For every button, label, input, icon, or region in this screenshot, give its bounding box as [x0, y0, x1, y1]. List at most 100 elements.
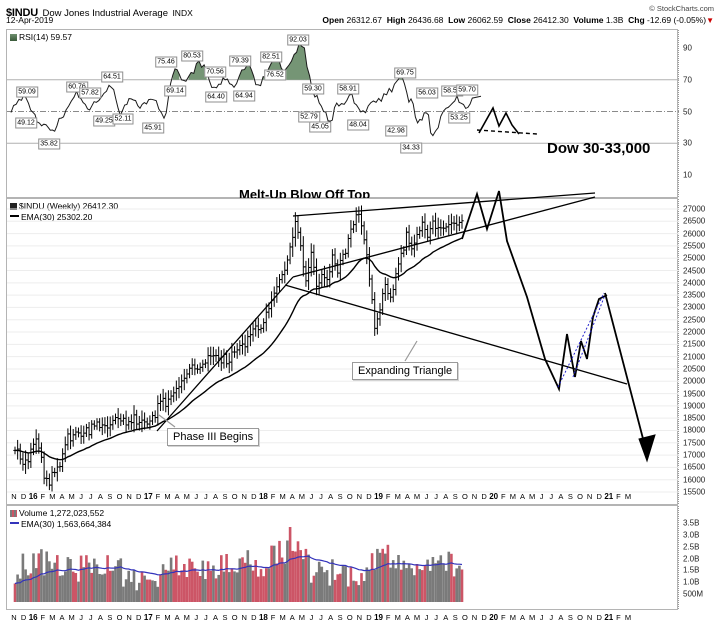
- date-axis-month: M: [528, 613, 536, 622]
- price-panel: $INDU (Weekly) 26412.30 EMA(30) 25302.20…: [6, 190, 705, 505]
- date-axis-month: J: [309, 613, 314, 622]
- date-axis-year: 17: [143, 613, 153, 622]
- date-axis-month: D: [20, 613, 27, 622]
- date-axis-month: A: [519, 613, 525, 622]
- axis-tick: 500M: [683, 589, 704, 599]
- axis-tick: 24500: [683, 266, 706, 276]
- date-axis-month: A: [404, 613, 410, 622]
- axis-tick: 16000: [683, 475, 706, 485]
- axis-tick: 18500: [683, 413, 706, 423]
- date-axis-month: N: [11, 492, 17, 501]
- date-axis-year: 19: [374, 613, 384, 622]
- date-axis-month: N: [11, 613, 17, 622]
- date-axis-month: J: [539, 613, 544, 622]
- date-axis-month: A: [558, 492, 564, 501]
- rsi-plot: [7, 42, 679, 144]
- date-axis-month: M: [624, 492, 632, 501]
- rsi-value-label: 64.51: [101, 71, 123, 83]
- callout-phase-iii: Phase III Begins: [167, 428, 260, 446]
- rsi-value-label: 58.91: [337, 83, 359, 95]
- axis-tick: 10: [683, 170, 692, 180]
- callout-expanding-triangle: Expanding Triangle: [352, 362, 459, 380]
- date-axis-month: O: [346, 613, 353, 622]
- volume-ema-line-icon: [10, 522, 19, 524]
- volume-swatch-icon: [10, 510, 17, 517]
- quote-bar: Open 26312.67 High 26436.68 Low 26062.59…: [322, 15, 714, 25]
- date-axis-month: O: [231, 613, 238, 622]
- rsi-legend: RSI(14) 59.57: [10, 32, 72, 43]
- date-axis-volume: N D 16 F M A M J J A S O N D 17 F M A M J J A S O N D 18 F M A M J J A S O N…: [6, 613, 678, 625]
- low-label: Low: [448, 15, 466, 25]
- date-axis-month: N: [241, 492, 247, 501]
- date-axis-month: J: [194, 613, 199, 622]
- date-axis-month: S: [567, 492, 573, 501]
- date-axis-month: S: [107, 492, 113, 501]
- rsi-value-label: 59.30: [302, 83, 324, 95]
- rsi-value-label: 42.98: [385, 125, 407, 137]
- date-axis-month: N: [241, 613, 247, 622]
- price-legend: $INDU (Weekly) 26412.30 EMA(30) 25302.20: [10, 201, 118, 223]
- date-axis-year: 21: [604, 492, 614, 501]
- date-axis-month: O: [461, 492, 468, 501]
- date-axis-month: J: [194, 492, 199, 501]
- volume-title: Volume 1,272,023,552: [19, 508, 105, 518]
- rsi-value-label: 70.56: [204, 66, 226, 78]
- rsi-value-label: 60.76: [66, 81, 88, 93]
- axis-tick: 17500: [683, 438, 706, 448]
- date-axis-month: A: [212, 613, 218, 622]
- date-axis-month: A: [59, 492, 65, 501]
- date-axis-month: A: [289, 613, 295, 622]
- date-axis-month: D: [596, 492, 602, 501]
- date-axis-price: N D 16 F M A M J J A S O N D 17 F M A M J J A S O N D 18 F M A M J J A S O N…: [6, 492, 678, 504]
- date-axis-month: A: [519, 492, 525, 501]
- rsi-value-label: 49.12: [15, 117, 37, 129]
- rsi-swatch-icon: [10, 34, 17, 41]
- rsi-value-label: 34.33: [400, 142, 422, 154]
- date-axis-month: J: [539, 492, 544, 501]
- date-axis-month: M: [298, 492, 305, 501]
- date-axis-month: M: [394, 492, 401, 501]
- date-axis-month: J: [434, 492, 438, 501]
- date-axis-month: O: [231, 492, 238, 501]
- rsi-value-label: 80.53: [181, 50, 203, 62]
- date-axis-month: S: [222, 613, 228, 622]
- date-axis-month: A: [443, 613, 449, 622]
- date-axis-month: D: [136, 492, 142, 501]
- rsi-value-label: 48.04: [347, 119, 369, 131]
- date-axis-month: M: [624, 613, 632, 622]
- axis-tick: 21500: [683, 339, 706, 349]
- axis-tick: 26500: [683, 216, 706, 226]
- date-axis-month: A: [443, 492, 449, 501]
- date-axis-month: F: [40, 492, 46, 501]
- date-axis-month: D: [481, 492, 487, 501]
- date-axis-month: F: [270, 492, 276, 501]
- volume-axis: 3.5B 3.0B 2.5B 2.0B 1.5B 1.0B 500M: [678, 506, 720, 609]
- date-axis-month: F: [155, 613, 161, 622]
- date-axis-month: J: [79, 613, 84, 622]
- date-axis-month: M: [164, 613, 171, 622]
- axis-tick: 25000: [683, 253, 706, 263]
- rsi-value-label: 69.75: [394, 67, 416, 79]
- date-axis-year: 20: [489, 492, 499, 501]
- date-axis-month: M: [49, 492, 56, 501]
- axis-tick: 20000: [683, 376, 706, 386]
- date-axis-year: 18: [258, 492, 268, 501]
- rsi-value-label: 76.52: [264, 69, 286, 81]
- date-axis-month: J: [549, 613, 554, 622]
- date-axis-month: A: [97, 613, 103, 622]
- date-axis-month: O: [346, 492, 353, 501]
- date-axis-month: J: [434, 613, 438, 622]
- date-axis-month: A: [289, 492, 295, 501]
- date-axis-month: J: [319, 613, 323, 622]
- date-axis-month: J: [319, 492, 323, 501]
- rsi-value-label: 75.46: [155, 56, 177, 68]
- axis-tick: 23500: [683, 290, 706, 300]
- date-axis-year: 17: [143, 492, 153, 501]
- price-title: $INDU (Weekly) 26412.30: [19, 201, 119, 211]
- high-label: High: [386, 15, 406, 25]
- date-axis-month: A: [558, 613, 564, 622]
- chart-date: 12-Apr-2019: [6, 15, 54, 25]
- date-axis-month: M: [49, 613, 56, 622]
- date-axis-month: N: [126, 613, 132, 622]
